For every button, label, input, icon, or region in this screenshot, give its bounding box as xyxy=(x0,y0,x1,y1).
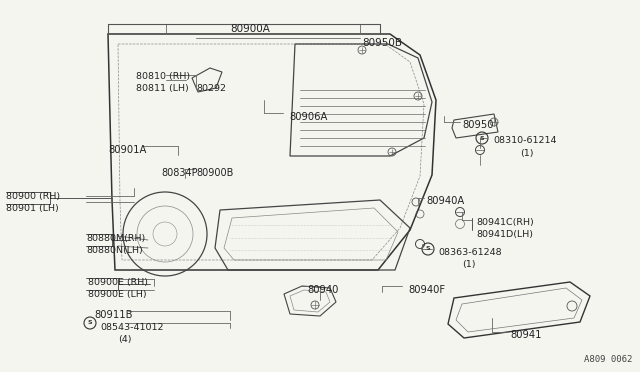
Text: 80900B: 80900B xyxy=(196,168,234,178)
Text: 80900A: 80900A xyxy=(230,24,270,34)
Text: 80900E (RH): 80900E (RH) xyxy=(88,278,148,287)
Text: 80900 (RH): 80900 (RH) xyxy=(6,192,60,201)
Text: 08363-61248: 08363-61248 xyxy=(438,248,502,257)
Text: 80880N(LH): 80880N(LH) xyxy=(86,246,143,255)
Text: 80941: 80941 xyxy=(510,330,541,340)
Text: 80941D(LH): 80941D(LH) xyxy=(476,230,533,239)
Text: (4): (4) xyxy=(118,335,131,344)
Text: 80901 (LH): 80901 (LH) xyxy=(6,204,59,213)
Text: 80901A: 80901A xyxy=(108,145,147,155)
Text: 08310-61214: 08310-61214 xyxy=(493,136,557,145)
Text: 80900E (LH): 80900E (LH) xyxy=(88,290,147,299)
Text: 80911B: 80911B xyxy=(94,310,132,320)
Text: 80811 (LH): 80811 (LH) xyxy=(136,84,189,93)
Text: 80880M(RH): 80880M(RH) xyxy=(86,234,145,243)
Text: (1): (1) xyxy=(462,260,476,269)
Text: A809 0062: A809 0062 xyxy=(584,355,632,364)
Text: 80906A: 80906A xyxy=(289,112,328,122)
Text: 80940F: 80940F xyxy=(408,285,445,295)
Text: 80810 (RH): 80810 (RH) xyxy=(136,72,190,81)
Text: 80950: 80950 xyxy=(462,120,493,130)
Text: 80292: 80292 xyxy=(196,84,226,93)
Text: 80950B: 80950B xyxy=(362,38,402,48)
Text: 80834P: 80834P xyxy=(161,168,198,178)
Text: 80940A: 80940A xyxy=(426,196,464,206)
Text: S: S xyxy=(88,321,92,326)
Text: S: S xyxy=(426,247,430,251)
Text: S: S xyxy=(480,135,484,141)
Text: 80941C(RH): 80941C(RH) xyxy=(476,218,534,227)
Text: (1): (1) xyxy=(520,149,534,158)
Text: 08543-41012: 08543-41012 xyxy=(100,323,163,332)
Text: 80940: 80940 xyxy=(307,285,339,295)
